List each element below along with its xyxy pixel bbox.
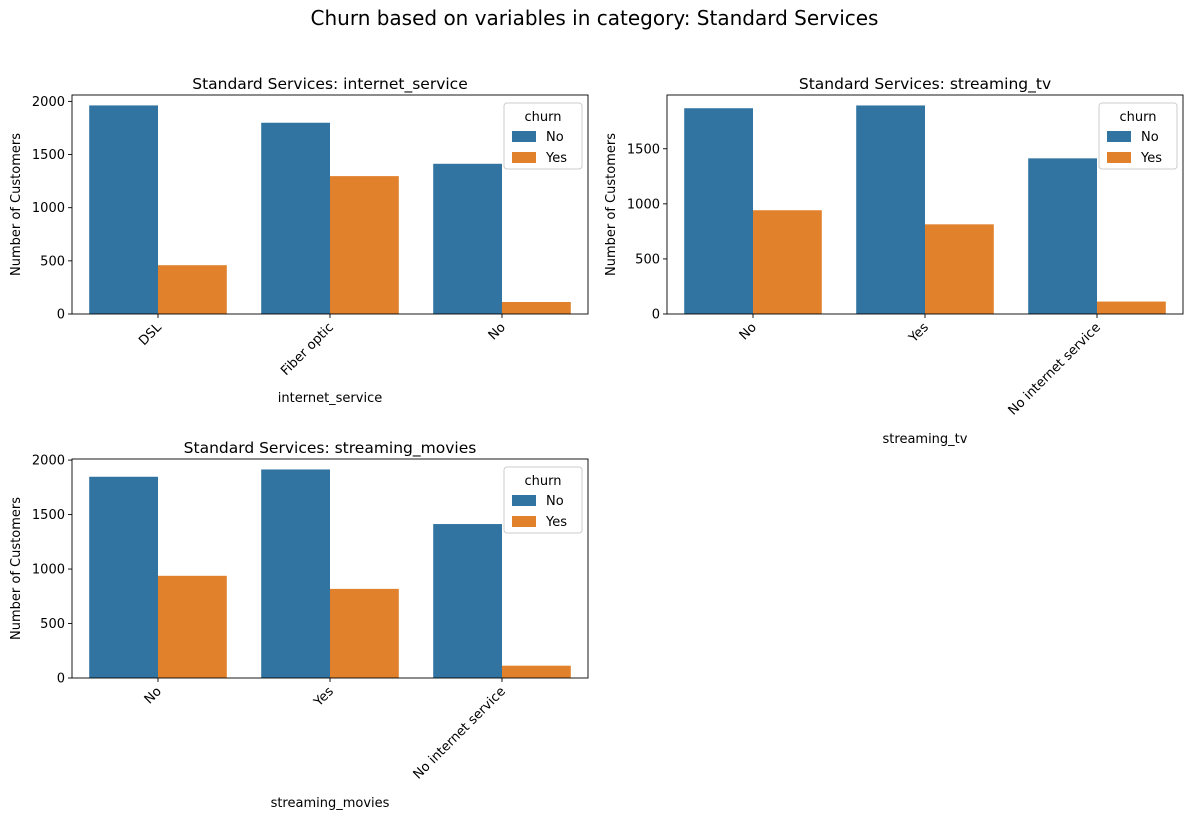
legend-swatch-no: [512, 495, 536, 506]
y-tick-label: 1000: [627, 197, 660, 212]
bar-yes-1: [158, 575, 227, 678]
y-tick-label: 1000: [32, 201, 65, 216]
subplot-title: Standard Services: streaming_tv: [799, 75, 1051, 94]
legend-label-no: No: [546, 130, 564, 145]
x-axis-label: streaming_movies: [271, 796, 390, 811]
y-tick-label: 500: [635, 252, 660, 267]
bar-no-2: [261, 469, 330, 678]
bar-no-1: [89, 105, 158, 314]
subplot-3: 0 500 1000 1500 2000 No Yes No internet service…: [9, 439, 589, 811]
subplot-title: Standard Services: streaming_movies: [184, 439, 477, 458]
bar-yes-3: [502, 301, 571, 314]
bar-no-3: [433, 163, 502, 314]
y-tick-label: 0: [652, 308, 660, 323]
subplot-2: 0 500 1000 1500 No Yes No internet service Stan…: [604, 75, 1184, 447]
x-tick-label: No: [737, 320, 760, 343]
y-axis-label: Number of Customers: [604, 133, 619, 276]
x-tick-label: No: [142, 684, 165, 707]
y-tick-label: 0: [57, 672, 65, 687]
bar-no-1: [89, 476, 158, 678]
y-axis-label: Number of Customers: [9, 133, 24, 276]
y-tick-label: 1500: [32, 148, 65, 163]
y-tick-label: 1500: [627, 142, 660, 157]
x-tick-label: No internet service: [411, 684, 509, 782]
y-tick-label: 1000: [32, 563, 65, 578]
bar-yes-1: [753, 210, 822, 314]
x-tick-label: Yes: [311, 684, 337, 710]
bar-no-3: [1028, 158, 1097, 314]
bar-yes-3: [502, 665, 571, 678]
bar-no-2: [856, 105, 925, 314]
figure-title: Churn based on variables in category: St…: [310, 6, 879, 30]
legend: churn No Yes: [1098, 102, 1178, 170]
subplot-title: Standard Services: internet_service: [192, 75, 468, 94]
y-tick-label: 500: [40, 254, 65, 269]
legend-swatch-no: [1107, 131, 1131, 142]
legend: churn No Yes: [503, 466, 583, 534]
bar-no-1: [684, 108, 753, 314]
bar-no-2: [261, 122, 330, 314]
bar-yes-2: [330, 176, 399, 314]
bar-yes-2: [925, 224, 994, 314]
y-tick-label: 1500: [32, 508, 65, 523]
x-tick-label: No: [486, 320, 509, 343]
x-axis-label: streaming_tv: [883, 432, 968, 447]
legend-swatch-yes: [1107, 152, 1131, 163]
legend-label-no: No: [546, 494, 564, 509]
legend-label-yes: Yes: [1140, 151, 1162, 166]
bar-yes-3: [1097, 301, 1166, 314]
subplot-1: 0 500 1000 1500 2000 DSL Fiber optic No Standard…: [9, 75, 589, 406]
x-tick-label: Fiber optic: [278, 320, 337, 379]
x-tick-label: Yes: [906, 320, 932, 346]
y-tick-label: 2000: [32, 454, 65, 469]
legend: churn No Yes: [503, 102, 583, 170]
x-axis-label: internet_service: [278, 391, 382, 406]
legend-swatch-yes: [512, 152, 536, 163]
y-tick-label: 2000: [32, 95, 65, 110]
legend-swatch-no: [512, 131, 536, 142]
y-tick-label: 500: [40, 617, 65, 632]
y-tick-label: 0: [57, 308, 65, 323]
legend-label-yes: Yes: [545, 151, 567, 166]
legend-title: churn: [1120, 110, 1157, 125]
legend-title: churn: [525, 474, 562, 489]
x-tick-label: DSL: [136, 320, 165, 349]
x-tick-label: No internet service: [1006, 320, 1104, 418]
legend-label-yes: Yes: [545, 515, 567, 530]
legend-title: churn: [525, 110, 562, 125]
bar-yes-1: [158, 265, 227, 314]
bar-yes-2: [330, 588, 399, 678]
legend-swatch-yes: [512, 516, 536, 527]
bar-no-3: [433, 524, 502, 678]
y-axis-label: Number of Customers: [9, 497, 24, 640]
legend-label-no: No: [1141, 130, 1159, 145]
